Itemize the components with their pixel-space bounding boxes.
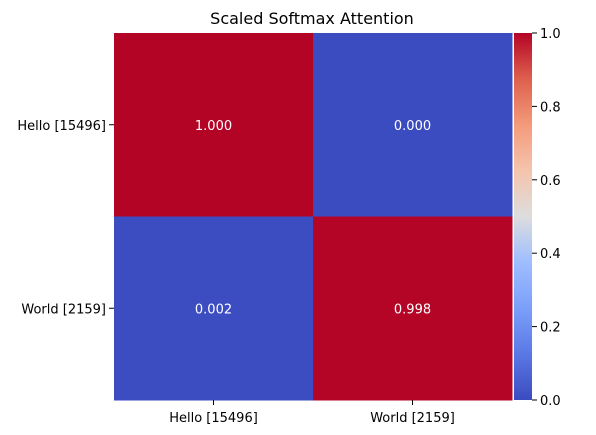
cell-value-label-r0-c1: 0.000	[394, 119, 431, 134]
heatmap-cell-r1-c1	[313, 216, 513, 401]
chart-title: Scaled Softmax Attention	[210, 9, 414, 28]
cell-value-label-r1-c1: 0.998	[394, 302, 431, 317]
y-tick-label-1: World [2159]	[21, 302, 106, 317]
colorbar-tick-label-3: 0.6	[540, 174, 561, 189]
heatmap-cell-r0-c1	[313, 33, 513, 217]
colorbar-tick-label-5: 1.0	[540, 27, 561, 42]
cell-value-label-r0-c0: 1.000	[195, 119, 232, 134]
heatmap-cell-labels: 1.000 0.000 0.002 0.998	[195, 119, 431, 318]
colorbar-ticks: 0.0 0.2 0.4 0.6 0.8 1.0	[532, 27, 561, 409]
heatmap-cell-r0-c0	[114, 33, 314, 217]
heatmap-cell-r1-c0	[114, 216, 314, 401]
colorbar-tick-label-0: 0.0	[540, 394, 561, 409]
colorbar-tick-label-1: 0.2	[540, 321, 561, 336]
y-axis: Hello [15496] World [2159]	[17, 119, 114, 317]
heatmap-cells	[114, 33, 513, 401]
y-tick-label-0: Hello [15496]	[17, 119, 106, 134]
colorbar	[514, 33, 532, 400]
colorbar-tick-label-2: 0.4	[540, 247, 561, 262]
colorbar-tick-label-4: 0.8	[540, 100, 561, 115]
x-tick-label-0: Hello [15496]	[169, 411, 258, 426]
x-axis: Hello [15496] World [2159]	[169, 400, 455, 426]
cell-value-label-r1-c0: 0.002	[195, 302, 232, 317]
x-tick-label-1: World [2159]	[370, 411, 455, 426]
